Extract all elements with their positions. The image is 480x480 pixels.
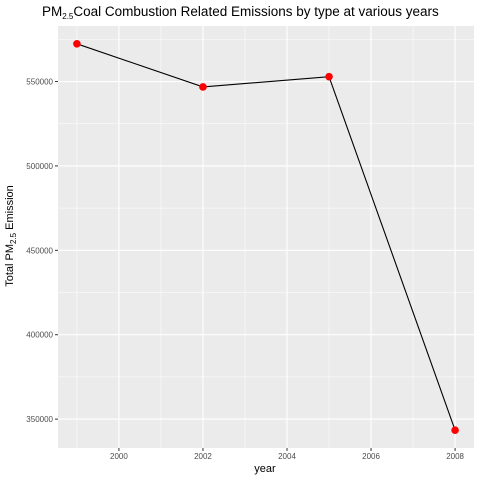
y-axis: 350000 400000 450000 500000 550000 xyxy=(26,78,58,424)
chart-title-subscript: 2.5 xyxy=(62,12,74,21)
y-tick-label: 450000 xyxy=(26,246,53,255)
series-layer xyxy=(76,43,456,431)
chart-title-rest: Coal Combustion Related Emissions by typ… xyxy=(73,4,439,19)
y-axis-title-prefix: Total PM xyxy=(4,244,16,287)
x-tick-label: 2008 xyxy=(446,452,464,461)
x-tick-label: 2002 xyxy=(194,452,212,461)
minor-gridlines xyxy=(58,26,474,448)
chart-title-prefix: PM xyxy=(42,4,62,19)
y-axis-title: Total PM2.5 Emission xyxy=(4,185,18,287)
plot-panel xyxy=(58,26,474,448)
y-tick-label: 550000 xyxy=(26,78,53,87)
y-axis-title-subscript: 2.5 xyxy=(9,232,18,244)
x-axis: 2000 2002 2004 2006 2008 xyxy=(110,448,465,461)
data-point xyxy=(199,83,207,91)
chart-title: PM2.5Coal Combustion Related Emissions b… xyxy=(42,4,439,21)
x-tick-label: 2000 xyxy=(110,452,128,461)
y-axis-title-rest: Emission xyxy=(4,185,16,233)
series-line xyxy=(76,43,456,431)
data-point xyxy=(451,426,459,434)
y-tick-label: 400000 xyxy=(26,331,53,340)
points-layer xyxy=(73,40,459,434)
x-tick-label: 2004 xyxy=(278,452,296,461)
major-gridlines xyxy=(58,26,474,448)
data-point xyxy=(73,40,81,48)
x-axis-title: year xyxy=(254,463,276,475)
x-tick-label: 2006 xyxy=(362,452,380,461)
data-point xyxy=(325,72,333,81)
y-tick-label: 500000 xyxy=(26,162,53,171)
y-tick-label: 350000 xyxy=(26,415,53,424)
